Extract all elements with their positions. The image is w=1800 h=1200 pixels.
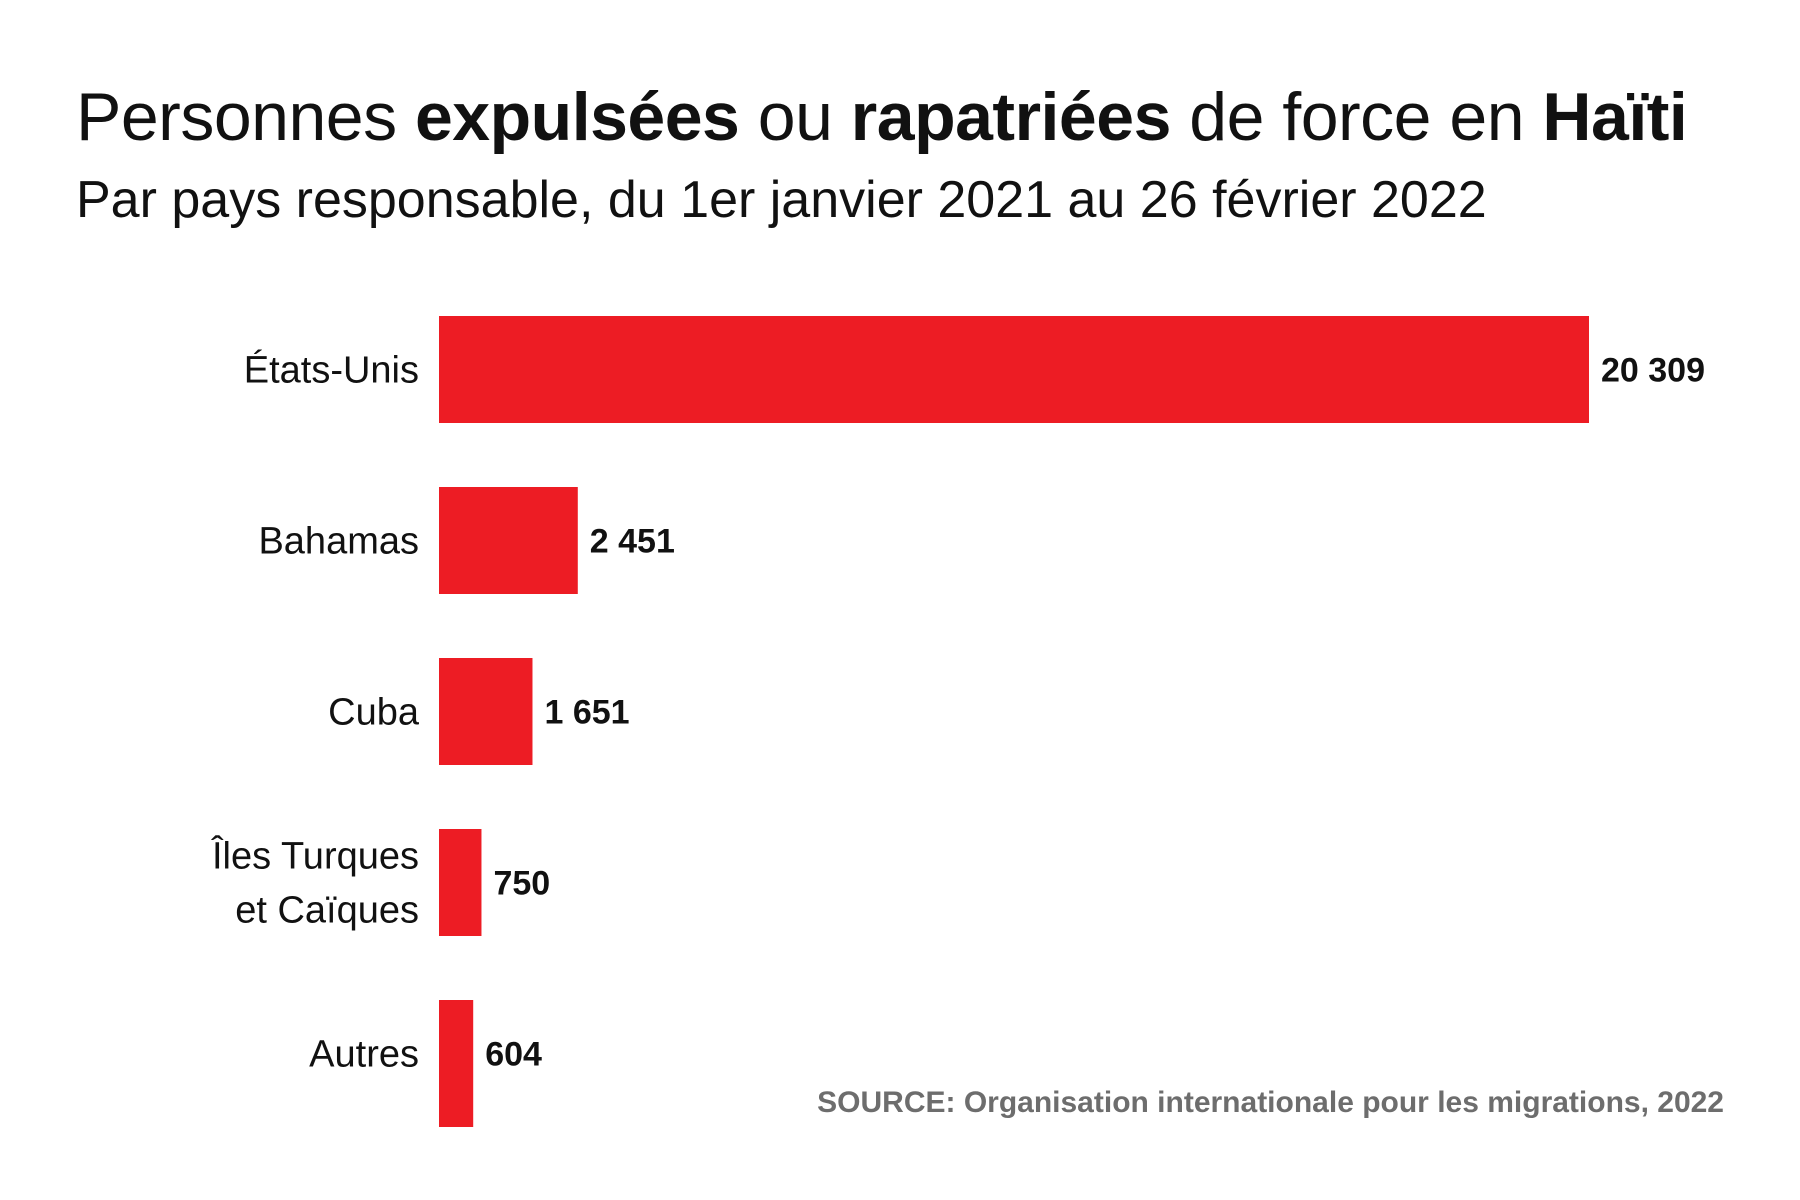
category-label: et Caïques: [235, 890, 419, 932]
category-label: Bahamas: [258, 521, 419, 563]
title-part: expulsées: [414, 79, 740, 155]
bar: [439, 658, 533, 765]
source-note: SOURCE: Organisation internationale pour…: [817, 1086, 1724, 1119]
bar: [439, 487, 578, 594]
value-label: 750: [493, 865, 550, 903]
bar: [439, 316, 1589, 423]
title-part: de force en: [1170, 79, 1543, 155]
title-part: ou: [739, 79, 851, 155]
title-part: rapatriées: [850, 79, 1172, 155]
value-label: 20 309: [1601, 352, 1705, 390]
chart-subtitle: Par pays responsable, du 1er janvier 202…: [76, 171, 1487, 229]
value-label: 1 651: [544, 694, 629, 732]
chart-title: Personnes expulsées ou rapatriées de for…: [76, 78, 1688, 156]
category-label: Îles Turques: [211, 835, 419, 878]
category-label: États-Unis: [244, 349, 419, 392]
category-label: Cuba: [328, 692, 420, 734]
value-label: 2 451: [590, 523, 675, 561]
value-label: 604: [485, 1036, 542, 1074]
bar: [439, 1000, 474, 1127]
title-part: Personnes: [76, 79, 415, 155]
title-part: Haïti: [1542, 79, 1688, 155]
category-label: Autres: [309, 1034, 419, 1076]
bar: [439, 829, 482, 936]
